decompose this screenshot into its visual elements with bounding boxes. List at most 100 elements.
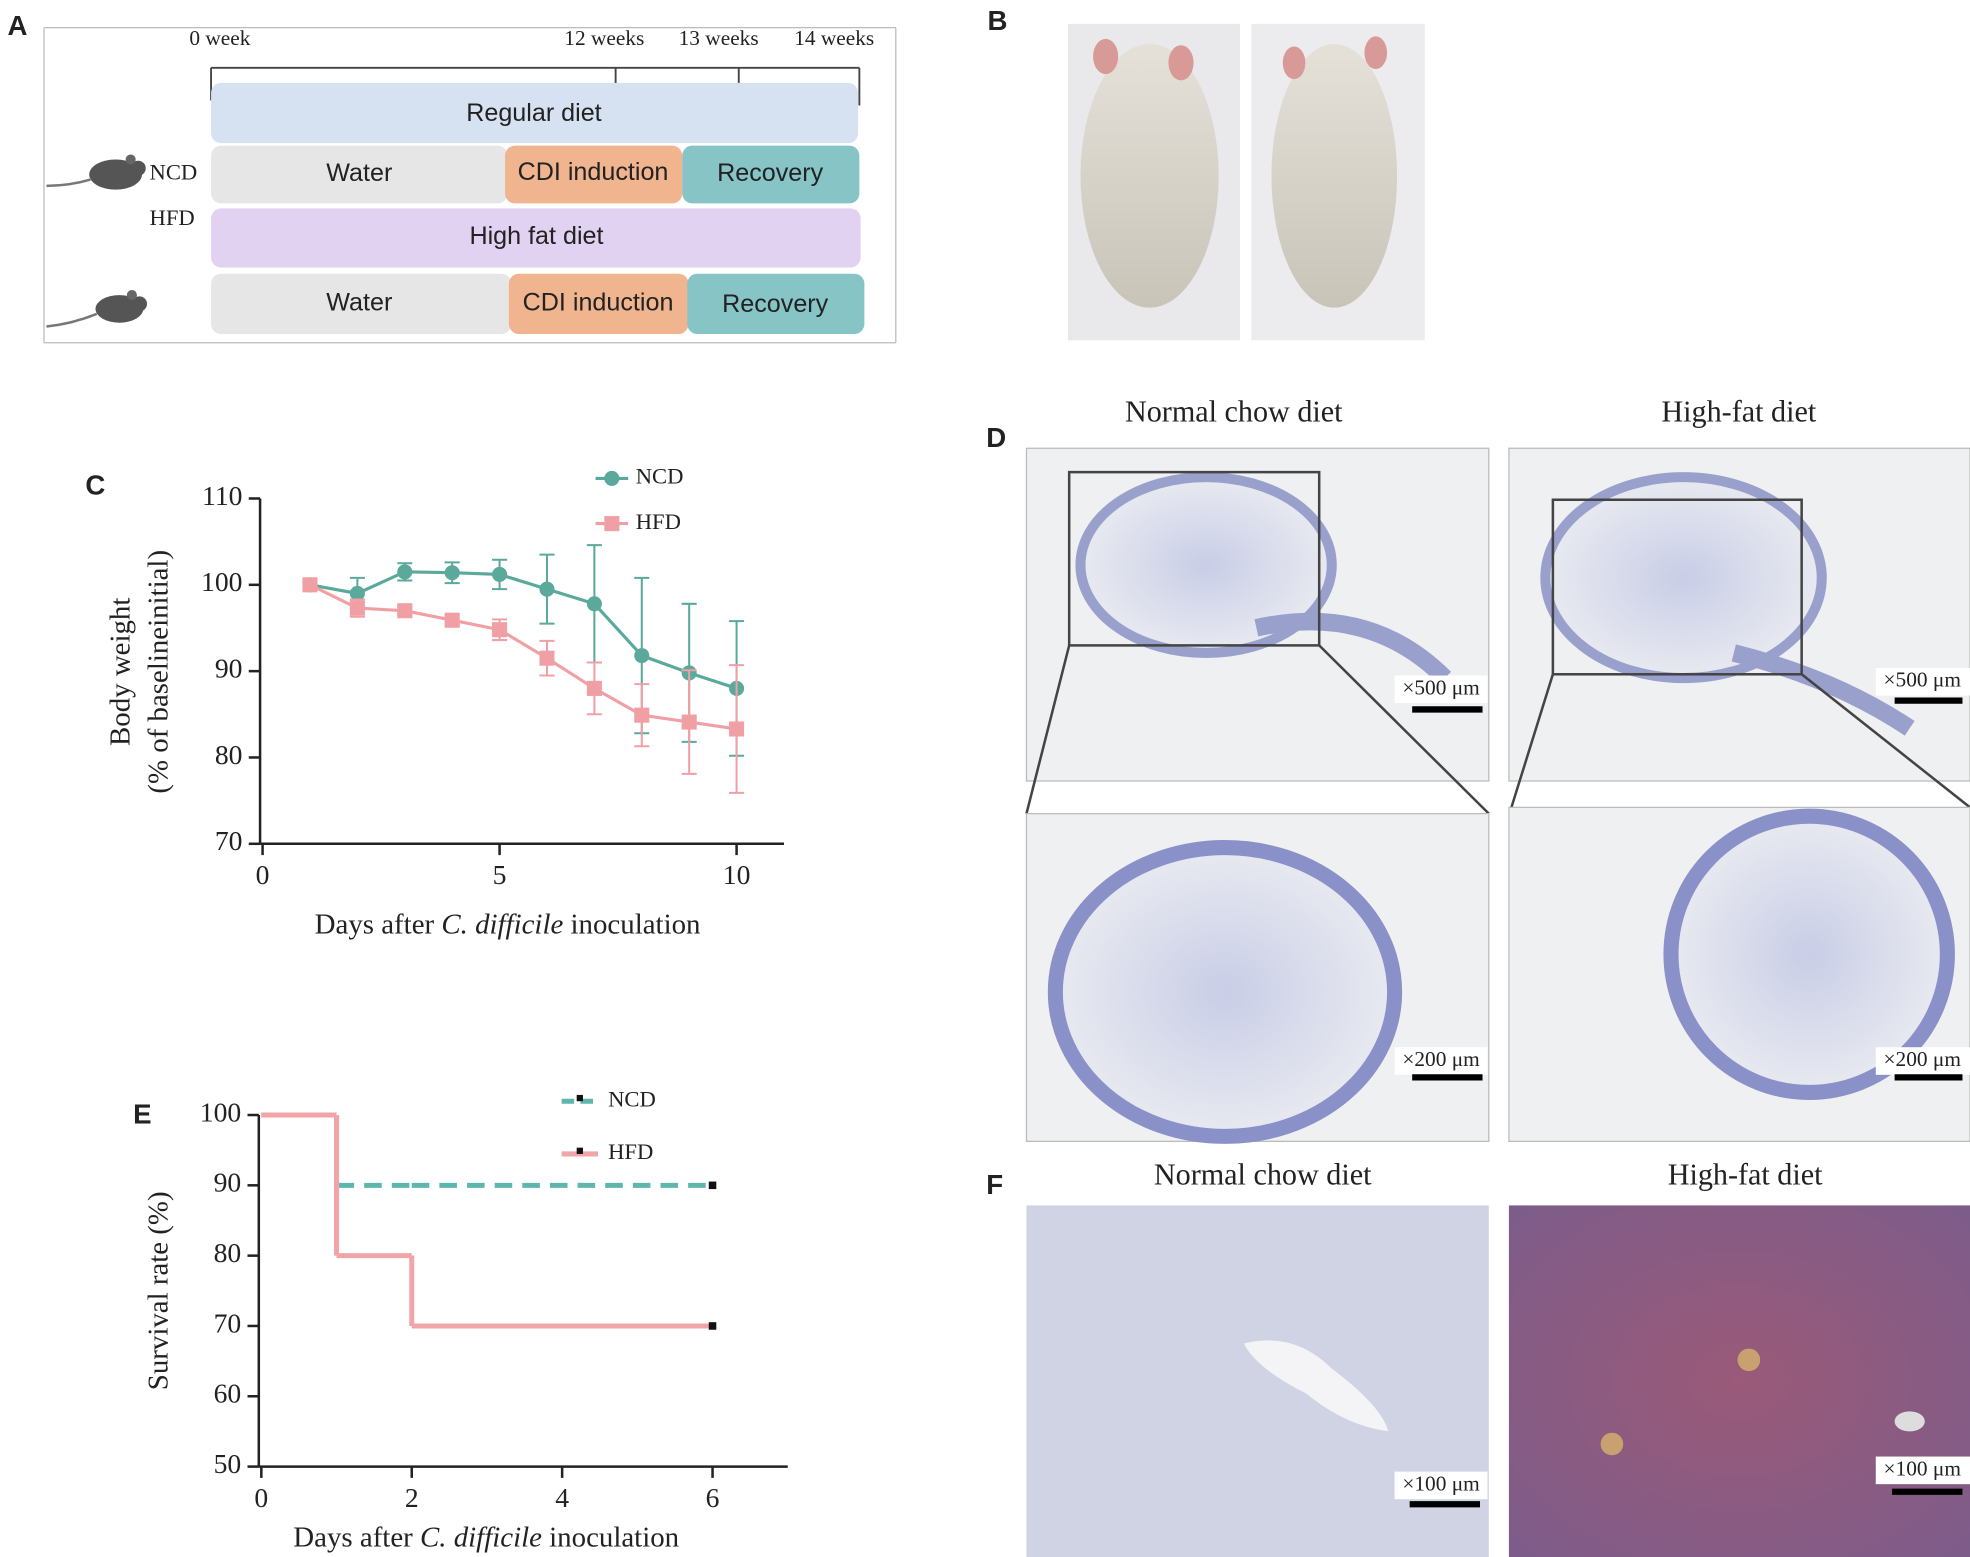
panel-letter: F (986, 1169, 1003, 1200)
diet-label: Regular diet (466, 99, 601, 127)
panel-letter: C (85, 469, 105, 500)
y-tick-label: 90 (214, 1167, 242, 1198)
histology-image (1508, 806, 1970, 1143)
x-axis-label: Days after C. difficile inoculation (315, 908, 701, 940)
marker (444, 565, 460, 581)
censor-mark (708, 1322, 717, 1330)
y-tick-label: 90 (215, 652, 243, 683)
x-tick-label: 0 (254, 1482, 268, 1513)
phase-label: CDI induction (518, 158, 669, 186)
diet-bar (211, 82, 859, 144)
marker (444, 612, 460, 628)
scale-label: ×100 μm (1402, 1471, 1480, 1495)
y-axis-label: Survival rate (%) (142, 1191, 174, 1390)
scale-label: ×200 μm (1402, 1047, 1480, 1071)
panel-letter: B (988, 5, 1008, 36)
mouse-icon (46, 154, 146, 190)
phase-bar (211, 145, 508, 204)
scale-label: ×100 μm (1884, 1456, 1962, 1480)
diet-label: High fat diet (469, 222, 603, 250)
marker (302, 577, 318, 593)
marker (492, 622, 508, 638)
panel-letter: A (8, 10, 28, 41)
marker (539, 650, 555, 666)
y-axis-label: (% of baselineinitial) (142, 550, 174, 794)
phase-bar (687, 273, 865, 335)
zoom-line (1025, 644, 1970, 815)
phase-bar (505, 145, 683, 204)
panel-title: Normal chow diet (1125, 394, 1343, 428)
scale-label: ×500 μm (1884, 668, 1962, 692)
marker (634, 648, 650, 664)
x-axis-label-part: Days after (293, 1521, 420, 1553)
scale-bar (1394, 668, 1970, 1081)
marker (349, 600, 365, 616)
x-axis-label-part: inoculation (542, 1521, 679, 1553)
liver-image (1508, 1205, 1970, 1557)
marker (492, 566, 508, 582)
y-tick-label: 80 (214, 1237, 242, 1268)
group-label: HFD (150, 205, 195, 230)
phase-label: Recovery (717, 159, 824, 187)
timeline-label: 13 weeks (679, 26, 759, 50)
legend-label: HFD (636, 509, 681, 534)
y-tick-label: 70 (214, 1307, 242, 1338)
censor-mark (708, 1181, 717, 1190)
legend-label: NCD (608, 1086, 656, 1111)
panel-letter: E (133, 1099, 151, 1130)
x-tick-label: 10 (723, 859, 751, 890)
y-tick-label: 50 (214, 1448, 242, 1479)
x-axis-label: Days after C. difficile inoculation (293, 1521, 679, 1553)
x-axis-label-part: inoculation (563, 908, 700, 940)
group-label: NCD (150, 160, 198, 185)
phase-label: Water (326, 289, 392, 317)
marker (586, 596, 602, 612)
x-axis-label-part: Days after (315, 908, 442, 940)
y-tick-label: 70 (215, 825, 243, 856)
marker (397, 564, 413, 580)
legend-marker (576, 1147, 583, 1154)
panel-frame (43, 26, 897, 344)
timeline-panel: 0 week 12 weeks 13 weeks 14 weeks Regula… (43, 26, 897, 344)
timeline-label: 14 weeks (794, 26, 874, 50)
series-line (309, 570, 738, 690)
legend-marker (576, 1094, 583, 1102)
histology-image (1508, 447, 1970, 782)
x-axis-label-part: C. difficile (420, 1521, 542, 1553)
marker (729, 721, 745, 737)
scale-label: ×500 μm (1402, 675, 1480, 699)
x-tick-label: 6 (706, 1482, 720, 1513)
series-line (309, 583, 737, 731)
x-axis-label-part: C. difficile (441, 908, 563, 940)
marker (681, 714, 697, 730)
phase-label: CDI induction (523, 289, 674, 317)
panel-letter: D (986, 422, 1006, 453)
y-tick-label: 80 (215, 739, 243, 770)
scale-label: ×200 μm (1884, 1047, 1962, 1071)
x-tick-label: 0 (256, 859, 270, 890)
scale-bar (1394, 1456, 1970, 1508)
x-tick-label: 4 (555, 1482, 569, 1513)
timeline-label: 0 week (189, 26, 250, 50)
marker (539, 581, 555, 597)
panel-title: High-fat diet (1661, 394, 1816, 428)
histology-image (1025, 813, 1490, 1144)
legend-marker (604, 470, 620, 486)
marker (349, 585, 365, 601)
phase-bar (211, 273, 512, 335)
marker (634, 707, 650, 723)
panel-title: High-fat diet (1668, 1158, 1823, 1192)
x-tick-label: 5 (493, 859, 507, 890)
y-tick-label: 100 (201, 566, 242, 597)
panel-title: Normal chow diet (1154, 1158, 1372, 1192)
marker (586, 680, 602, 696)
phase-bar (682, 145, 860, 204)
diet-bar (211, 208, 861, 268)
legend-marker (604, 516, 620, 532)
x-tick-label: 2 (405, 1482, 419, 1513)
mouse-photo (1251, 23, 1425, 341)
phase-label: Recovery (722, 290, 829, 318)
y-axis-label: Body weight (105, 598, 137, 746)
histology-image (1025, 447, 1490, 782)
